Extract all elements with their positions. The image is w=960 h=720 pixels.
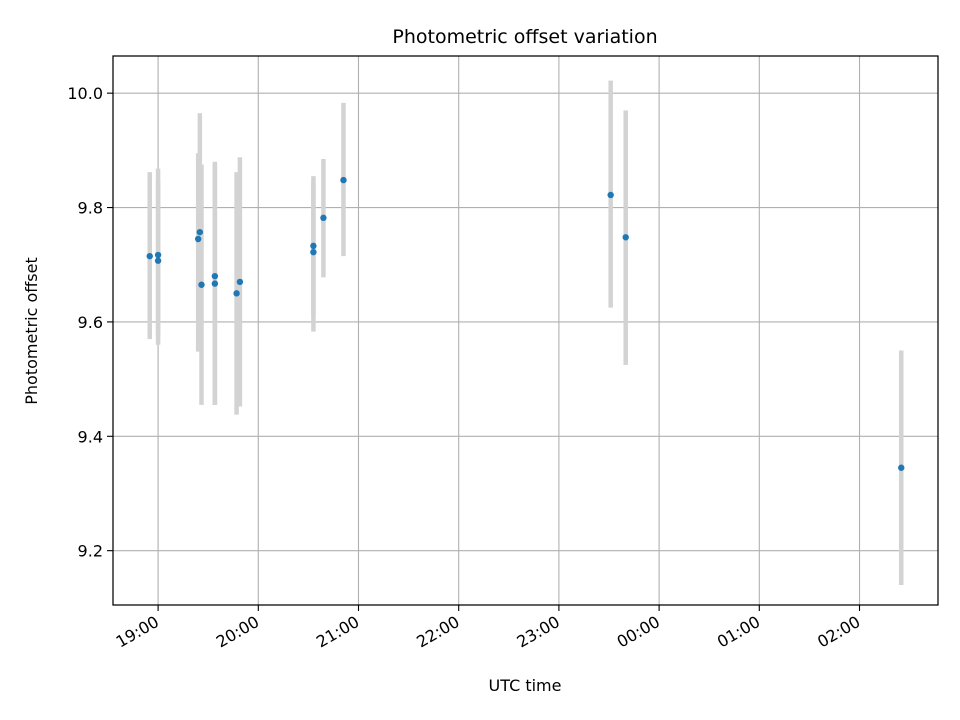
data-point — [196, 228, 204, 236]
data-point — [898, 464, 905, 471]
grid — [113, 56, 938, 605]
y-tick-label: 9.2 — [78, 542, 103, 561]
y-tick-label: 9.6 — [78, 313, 103, 332]
chart-title: Photometric offset variation — [392, 26, 657, 48]
data-point — [194, 235, 202, 243]
y-tick-label: 10.0 — [67, 84, 103, 103]
data-point — [154, 251, 162, 259]
data-point — [340, 176, 347, 184]
data-point — [236, 278, 244, 286]
data-point — [320, 214, 327, 222]
data-point — [233, 290, 240, 297]
data-point — [622, 234, 629, 241]
y-axis-ticks: 9.2 9.4 9.6 9.8 10.0 — [67, 84, 113, 561]
data-point — [154, 257, 162, 264]
y-axis-label: Photometric offset — [22, 257, 41, 405]
y-tick-label: 9.8 — [78, 199, 103, 218]
data-point — [607, 191, 614, 199]
data-point — [146, 252, 153, 260]
data-point — [310, 248, 317, 256]
y-tick-label: 9.4 — [78, 427, 103, 446]
data-points — [146, 176, 905, 471]
plot-frame — [112, 55, 939, 606]
data-point — [310, 242, 317, 250]
data-point — [198, 281, 205, 288]
data-point — [211, 272, 219, 280]
data-point — [211, 280, 219, 287]
x-axis-label: UTC time — [489, 676, 562, 695]
